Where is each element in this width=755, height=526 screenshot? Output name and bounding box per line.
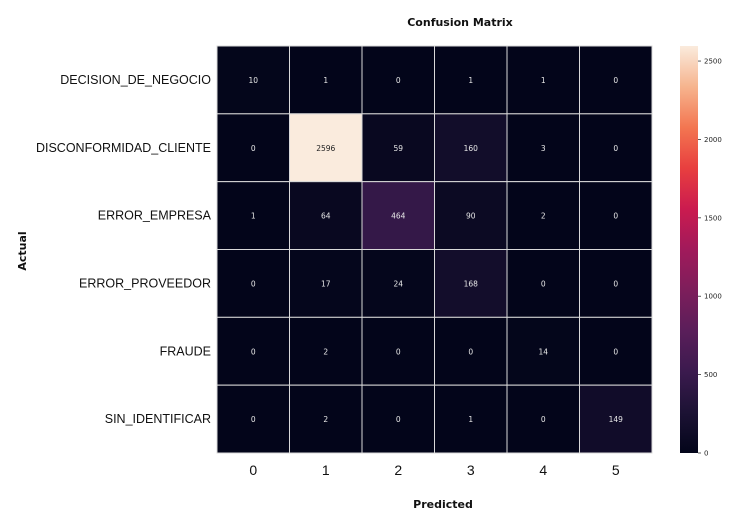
cell-value-label: 59: [393, 144, 403, 153]
cell-value-label: 1: [251, 212, 256, 221]
heatmap-cell: [289, 249, 363, 318]
cell-value-label: 3: [541, 144, 546, 153]
cell-value-label: 1: [323, 76, 328, 85]
heatmap-cell: [216, 316, 290, 386]
heatmap-cell: [216, 45, 290, 115]
column-label: 0: [249, 462, 257, 478]
colorbar-tick-label: 2000: [704, 136, 722, 144]
row-label: DECISION_DE_NEGOCIO: [60, 73, 211, 87]
cell-value-label: 0: [613, 212, 618, 221]
heatmap-cell: [434, 113, 508, 183]
heatmap-cell: [579, 384, 653, 454]
column-label: 2: [394, 462, 402, 478]
cell-value-label: 2: [323, 347, 328, 356]
heatmap-cell: [579, 249, 653, 318]
cell-value-label: 1: [468, 415, 473, 424]
cell-value-label: 10: [248, 76, 258, 85]
row-label: ERROR_EMPRESA: [98, 209, 212, 223]
colorbar-tick-label: 0: [704, 450, 708, 458]
cell-value-label: 0: [396, 415, 401, 424]
colorbar-tick-label: 1500: [704, 214, 722, 222]
heatmap-cell: [434, 316, 508, 386]
heatmap-cell: [579, 316, 653, 386]
heatmap-cell: [361, 316, 435, 386]
heatmap-cell: [579, 113, 653, 183]
heatmap-cells: 10 1 0 1 1 00 2596 59 160 3 01 64 464 90 2 00 17 24 168 0 00…: [216, 45, 653, 454]
heatmap-cell: [216, 249, 290, 318]
cell-value-label: 1: [468, 76, 473, 85]
colorbar-tick-label: 1000: [704, 293, 722, 301]
cell-value-label: 1: [541, 76, 546, 85]
cell-value-label: 64: [321, 212, 331, 221]
heatmap-cell: [506, 384, 580, 454]
column-labels: 0 1 2 3 4 5: [249, 462, 620, 478]
heatmap-cell: [289, 45, 363, 115]
cell-value-label: 0: [541, 415, 546, 424]
row-label: DISCONFORMIDAD_CLIENTE: [36, 141, 211, 155]
cell-value-label: 90: [466, 212, 476, 221]
cell-value-label: 17: [321, 279, 331, 288]
cell-value-label: 168: [464, 279, 479, 288]
cell-value-label: 0: [613, 347, 618, 356]
heatmap-cell: [434, 249, 508, 318]
heatmap-cell: [506, 249, 580, 318]
cell-value-label: 2596: [316, 144, 335, 153]
cell-value-label: 0: [541, 279, 546, 288]
colorbar-gradient: [680, 46, 698, 453]
x-axis-title: Predicted: [413, 498, 473, 511]
heatmap-cell: [506, 316, 580, 386]
column-label: 5: [612, 462, 620, 478]
cell-value-label: 160: [464, 144, 479, 153]
cell-value-label: 0: [251, 144, 256, 153]
heatmap-cell: [361, 249, 435, 318]
colorbar: 0 500 1000 1500 2000 2500: [680, 46, 722, 458]
cell-value-label: 0: [396, 76, 401, 85]
heatmap-cell: [289, 181, 363, 251]
heatmap-cell: [579, 181, 653, 251]
colorbar-tick-label: 2500: [704, 58, 722, 66]
cell-value-label: 2: [541, 212, 546, 221]
colorbar-ticks: 0 500 1000 1500 2000 2500: [698, 58, 722, 458]
cell-value-label: 0: [251, 415, 256, 424]
chart-title: Confusion Matrix: [407, 16, 513, 29]
heatmap-cell: [579, 45, 653, 115]
cell-value-label: 0: [251, 347, 256, 356]
row-labels: DECISION_DE_NEGOCIO DISCONFORMIDAD_CLIENT…: [36, 73, 212, 426]
cell-value-label: 0: [613, 144, 618, 153]
column-label: 3: [467, 462, 475, 478]
cell-value-label: 464: [391, 212, 406, 221]
column-label: 4: [539, 462, 547, 478]
heatmap-cell: [289, 113, 363, 183]
colorbar-tick-label: 500: [704, 371, 717, 379]
heatmap-cell: [434, 45, 508, 115]
heatmap-cell: [434, 384, 508, 454]
heatmap-cell: [434, 181, 508, 251]
heatmap-cell: [216, 384, 290, 454]
row-label: SIN_IDENTIFICAR: [105, 412, 211, 426]
cell-value-label: 149: [609, 415, 624, 424]
cell-value-label: 0: [613, 76, 618, 85]
cell-value-label: 2: [323, 415, 328, 424]
column-label: 1: [322, 462, 330, 478]
cell-value-label: 14: [538, 347, 548, 356]
row-label: FRAUDE: [160, 344, 211, 358]
cell-value-label: 24: [393, 279, 403, 288]
cell-value-label: 0: [251, 279, 256, 288]
heatmap-cell: [506, 181, 580, 251]
cell-value-label: 0: [396, 347, 401, 356]
y-axis-title: Actual: [16, 231, 29, 270]
heatmap-cell: [361, 45, 435, 115]
row-label: ERROR_PROVEEDOR: [79, 276, 211, 290]
cell-value-label: 0: [613, 279, 618, 288]
cell-value-label: 0: [468, 347, 473, 356]
